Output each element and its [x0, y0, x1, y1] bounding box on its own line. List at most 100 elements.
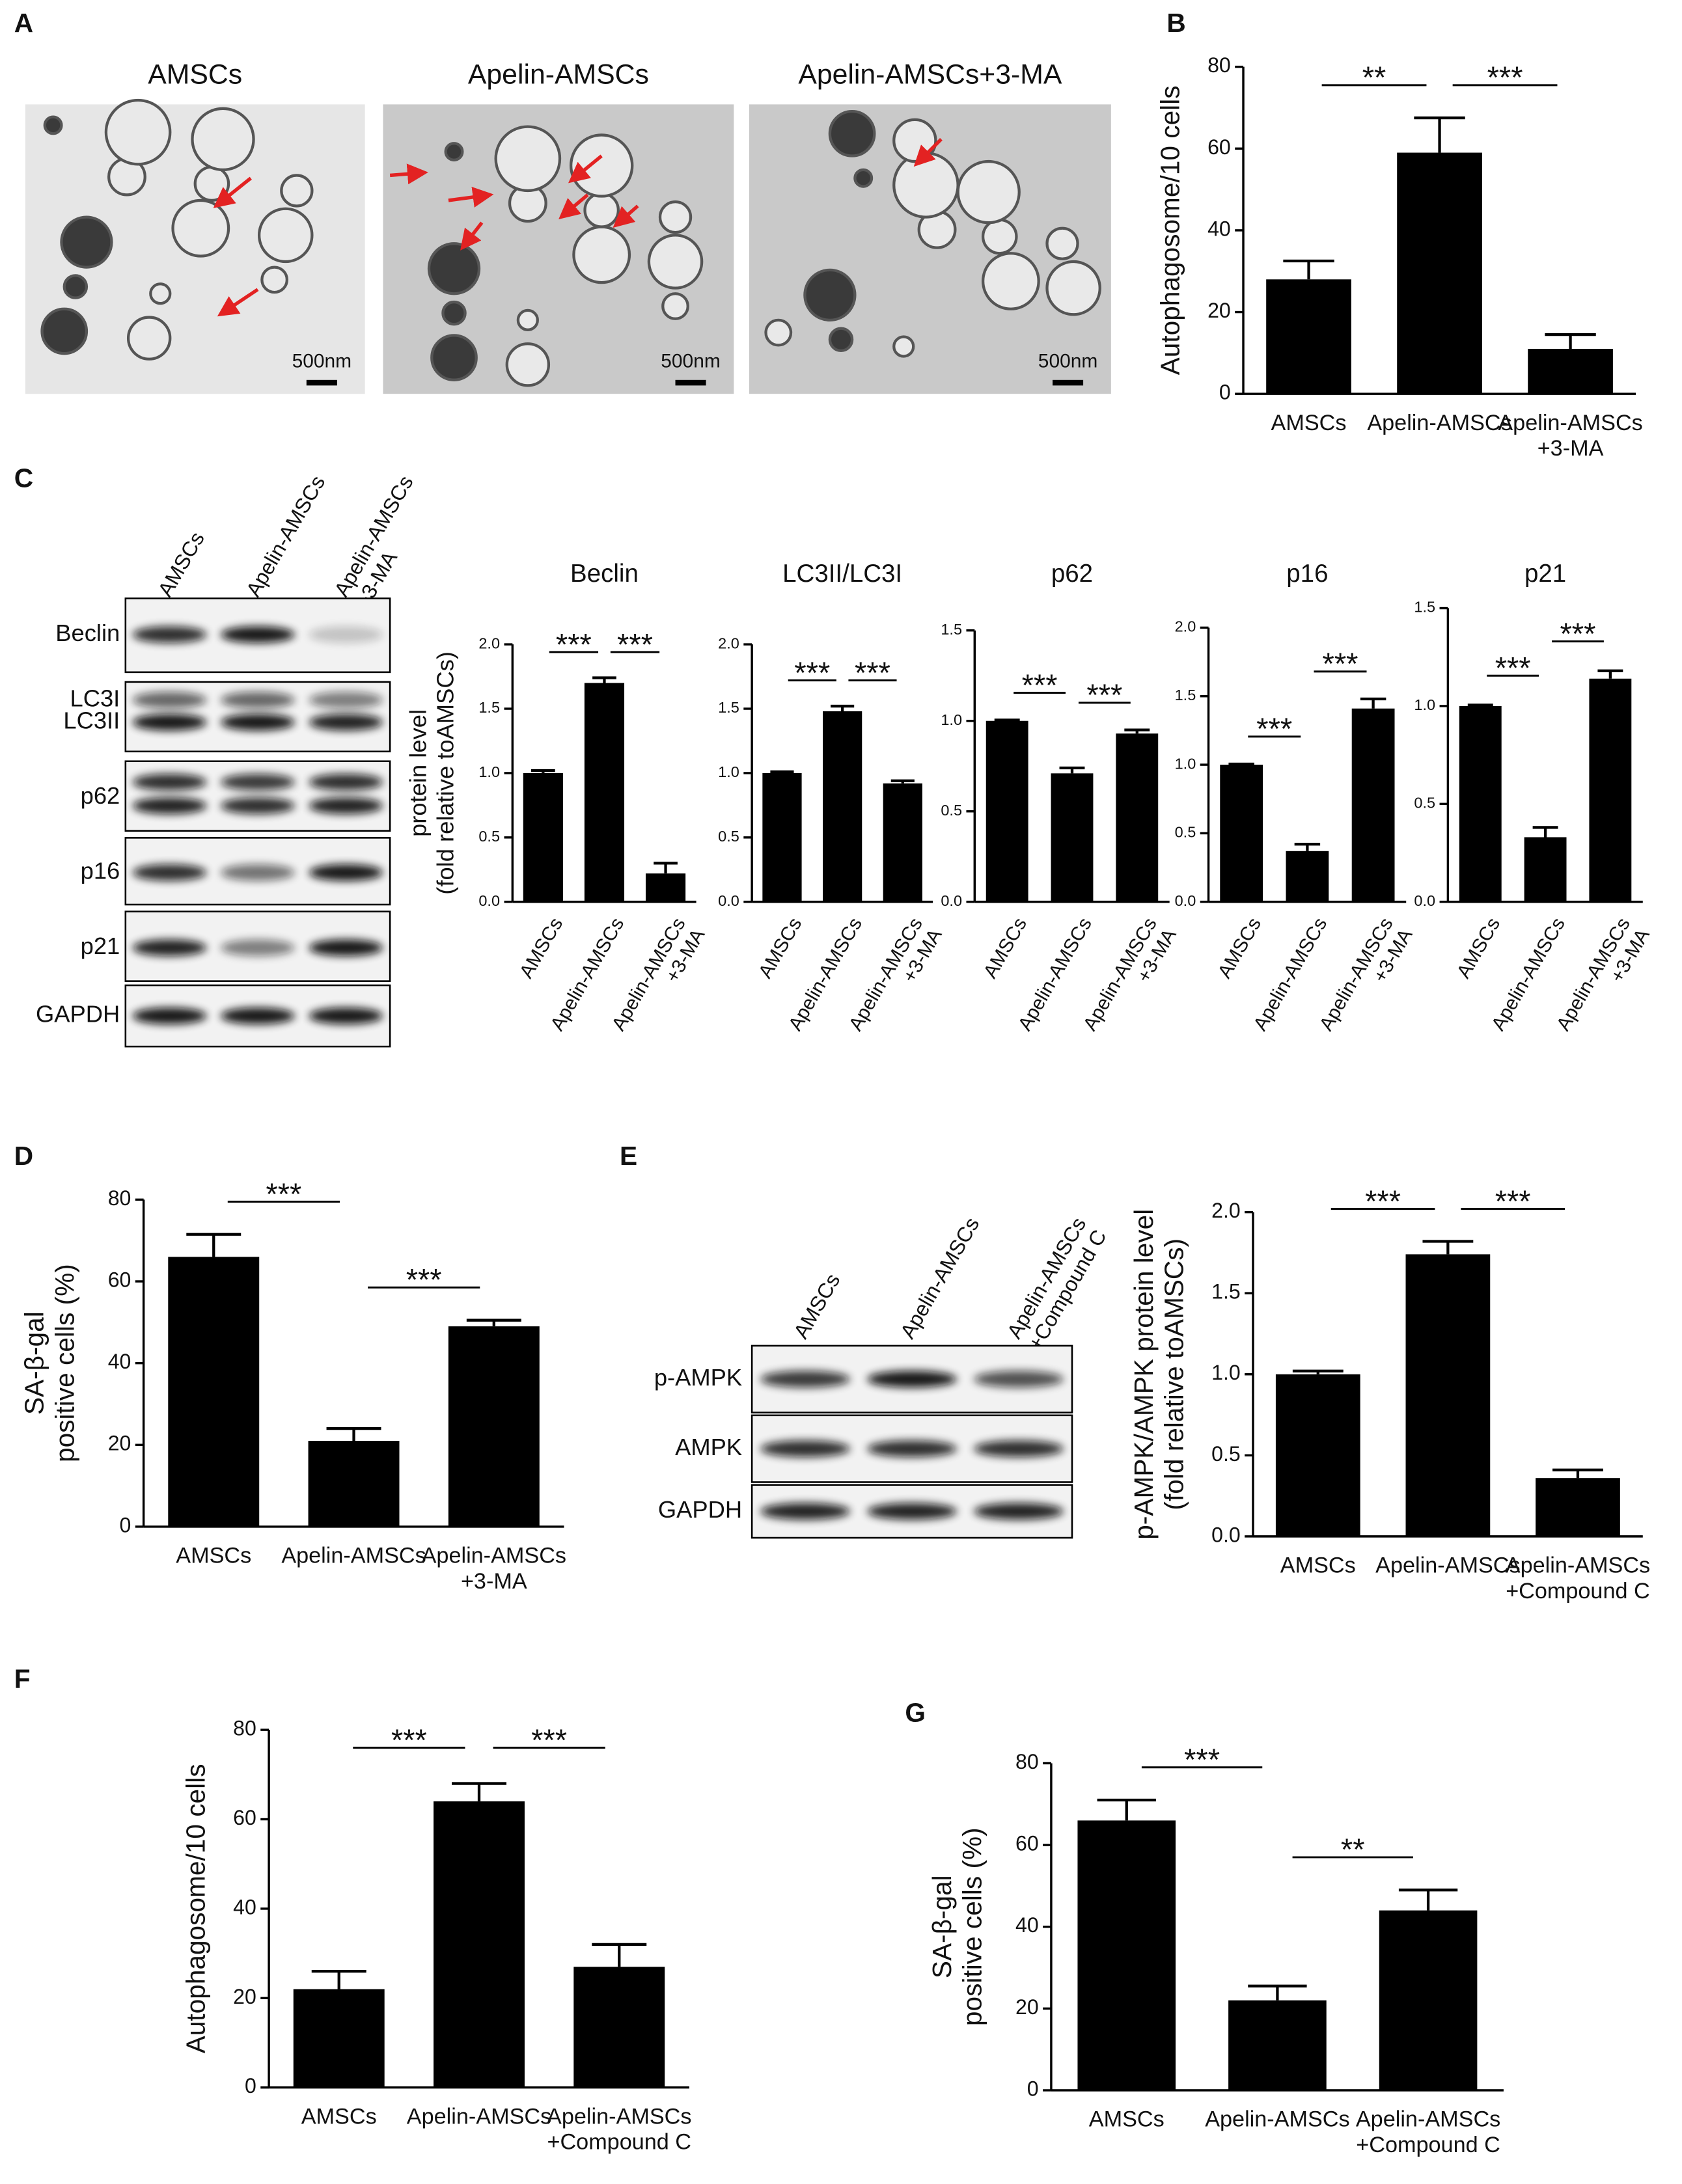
error-bar — [1283, 259, 1334, 280]
organelle — [661, 292, 689, 320]
bar — [1266, 279, 1351, 394]
y-tick-label: 1.5 — [1175, 687, 1196, 703]
band — [132, 797, 207, 815]
micrograph-title: AMSCs — [148, 59, 242, 90]
band — [221, 864, 295, 881]
y-tick-label: 1.0 — [1211, 1361, 1241, 1384]
blot-row-label: p62 — [81, 782, 120, 809]
significance-label: *** — [1022, 668, 1058, 702]
error-bar — [890, 779, 915, 784]
scale-bar-label: 500nm — [292, 351, 352, 372]
y-tick-label: 0.5 — [478, 828, 500, 845]
y-tick-label: 1.0 — [718, 763, 739, 780]
error-bar — [1552, 1468, 1603, 1479]
significance-label: *** — [1184, 1742, 1220, 1777]
micrograph-title: Apelin-AMSCs+3-MA — [798, 59, 1062, 90]
band — [221, 797, 295, 815]
error-bar — [1360, 697, 1386, 709]
significance-label: *** — [406, 1263, 442, 1297]
organelle — [572, 225, 631, 284]
error-bar — [592, 1943, 647, 1967]
y-tick-label: 0.5 — [1414, 795, 1435, 812]
panel-label: C — [14, 463, 33, 493]
panel-label: D — [14, 1141, 33, 1171]
bar — [762, 772, 802, 902]
x-tick-label: AMSCs — [1453, 914, 1504, 982]
band — [309, 626, 383, 643]
arrow — [217, 288, 259, 317]
band — [132, 714, 207, 731]
bar — [1397, 152, 1482, 394]
error-bar — [1248, 1984, 1307, 2000]
x-tick-label: AMSCs — [980, 914, 1031, 982]
panel-label: G — [905, 1697, 926, 1727]
scale-bar-label: 500nm — [1038, 351, 1097, 372]
x-tick-label: AMSCs — [1280, 1553, 1356, 1577]
y-tick-label: 1.5 — [941, 621, 962, 638]
organelle — [583, 192, 620, 228]
micrograph-title: Apelin-AMSCs — [468, 59, 649, 90]
band — [221, 626, 295, 643]
y-tick-label: 0 — [1219, 381, 1231, 404]
error-bar — [452, 1782, 506, 1802]
band — [760, 1503, 850, 1520]
blot-strip — [124, 760, 391, 832]
x-tick-label: AMSCs — [754, 914, 806, 982]
bar — [1220, 765, 1263, 902]
y-tick-label: 0.5 — [1175, 824, 1196, 841]
bar — [1116, 733, 1159, 902]
arrow — [213, 176, 252, 208]
organelle — [981, 252, 1040, 310]
error-bar — [1422, 1240, 1474, 1255]
bar — [1524, 837, 1567, 902]
organelle — [1045, 260, 1101, 316]
y-tick-label: 0.0 — [1175, 892, 1196, 909]
y-tick-label: 80 — [1207, 53, 1231, 77]
organelle — [126, 316, 172, 361]
organelle — [430, 334, 478, 381]
y-tick-label: 80 — [108, 1186, 131, 1210]
x-tick-label: AMSCs — [1214, 914, 1265, 982]
y-tick-label: 0.0 — [478, 892, 500, 909]
error-bar — [1532, 826, 1558, 838]
y-axis-title: SA-β-galpositive cells (%) — [927, 1827, 987, 2026]
organelle — [444, 142, 464, 162]
error-bar — [1398, 1889, 1458, 1911]
y-tick-label: 20 — [233, 1985, 256, 2008]
significance-label: *** — [1256, 711, 1292, 746]
lane-label: Apelin-AMSCs+3-MA — [329, 471, 438, 612]
x-tick-label: AMSCs — [516, 914, 567, 982]
bar — [1589, 678, 1632, 902]
chart-title: p62 — [1051, 560, 1093, 588]
x-tick-label: Apelin-AMSCs+3-MA — [1079, 914, 1181, 1045]
error-bar — [592, 676, 616, 683]
y-tick-label: 1.5 — [718, 699, 739, 716]
significance-label: *** — [266, 1177, 301, 1211]
organelle — [516, 308, 539, 331]
panel-label: F — [14, 1664, 31, 1694]
bar — [1228, 2000, 1327, 2090]
band — [974, 1503, 1064, 1520]
blot-row-label: LC3II — [63, 707, 120, 733]
organelle — [892, 335, 915, 358]
band — [760, 1371, 850, 1388]
organelle — [43, 115, 63, 135]
organelle — [280, 174, 314, 208]
significance-label: *** — [531, 1723, 567, 1757]
y-tick-label: 1.0 — [1175, 755, 1196, 772]
chart-title: Beclin — [570, 560, 639, 588]
band — [309, 939, 383, 957]
error-bar — [1414, 116, 1465, 153]
band — [132, 864, 207, 881]
y-tick-label: 0 — [245, 2074, 256, 2097]
y-tick-label: 2.0 — [478, 635, 500, 651]
x-tick-label: AMSCs — [301, 2104, 377, 2129]
bar — [1459, 705, 1502, 902]
panel-label: E — [620, 1141, 637, 1171]
significance-label: *** — [794, 655, 830, 690]
y-tick-label: 80 — [1015, 1750, 1039, 1773]
error-bar — [311, 1969, 366, 1989]
chart-title: p16 — [1286, 560, 1328, 588]
y-tick-label: 40 — [1015, 1913, 1039, 1937]
blot-row-label: p21 — [81, 933, 120, 959]
